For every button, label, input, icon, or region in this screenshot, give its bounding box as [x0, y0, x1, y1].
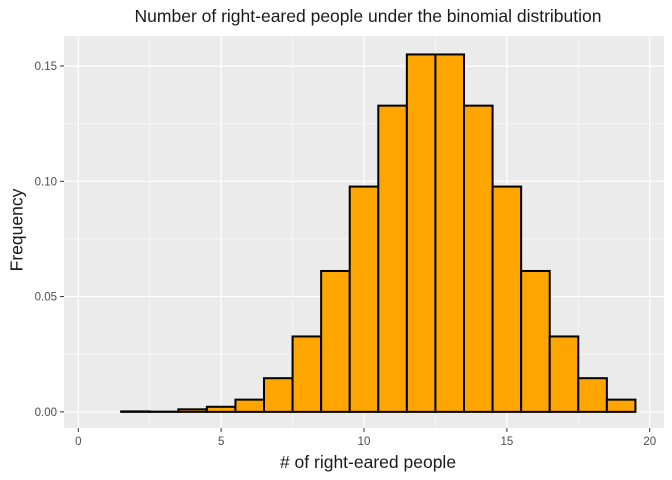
histogram-bar	[177, 408, 208, 413]
histogram-bar	[577, 377, 608, 413]
y-tick-label: 0.10	[35, 176, 57, 188]
histogram-bar	[491, 185, 523, 413]
x-tick-label: 20	[643, 436, 656, 448]
histogram-bar	[377, 104, 408, 413]
histogram-bar	[405, 53, 437, 413]
y-tick-label: 0.00	[35, 407, 57, 419]
x-tick-label: 10	[358, 436, 371, 448]
histogram-bar	[205, 405, 237, 413]
histogram-bar	[263, 377, 294, 413]
histogram-bar	[434, 53, 465, 413]
histogram-bar	[291, 335, 323, 413]
histogram-bar	[320, 269, 351, 413]
x-tick-label: 15	[500, 436, 513, 448]
histogram-bar	[548, 335, 580, 413]
histogram-bar	[348, 185, 380, 413]
histogram-bar	[234, 398, 266, 413]
y-tick-label: 0.15	[35, 61, 57, 73]
histogram-bar	[463, 104, 494, 413]
histogram-bar	[605, 398, 637, 413]
y-tick-label: 0.05	[35, 292, 57, 304]
x-tick-label: 0	[75, 436, 81, 448]
x-tick-label: 5	[218, 436, 224, 448]
chart-title: Number of right-eared people under the b…	[134, 6, 602, 26]
x-axis-title: # of right-eared people	[279, 452, 457, 472]
histogram-bar	[520, 269, 551, 413]
